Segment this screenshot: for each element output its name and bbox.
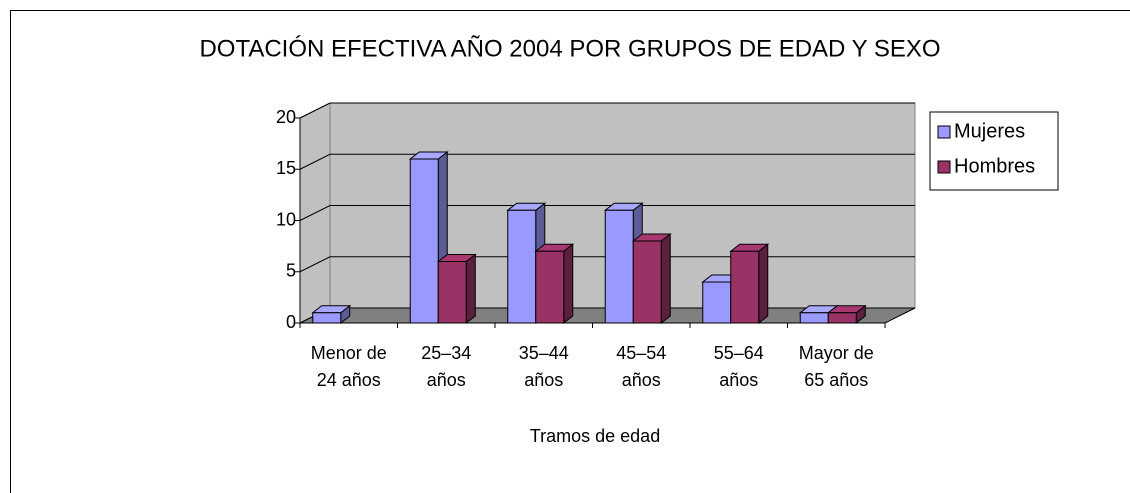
x-tick-label: Menor de 24 años	[310, 343, 387, 390]
legend-swatch	[937, 160, 951, 174]
chart-title: DOTACIÓN EFECTIVA AÑO 2004 POR GRUPOS DE…	[199, 35, 940, 62]
bar-side	[758, 243, 769, 325]
x-tick-label: Mayor de 65 años	[798, 343, 874, 390]
bar-side	[465, 253, 476, 325]
grid-line	[299, 153, 915, 170]
bar-front	[507, 209, 537, 324]
y-tick-label: 5	[286, 261, 296, 281]
y-tick-label: 0	[286, 312, 296, 332]
legend-swatch	[937, 125, 951, 139]
bar	[311, 304, 352, 325]
bar-side	[563, 243, 574, 325]
bar-front	[702, 281, 732, 324]
x-tick-label: 45–54 años	[616, 343, 667, 390]
y-tick-label: 10	[276, 209, 296, 229]
bar-front	[437, 261, 467, 324]
y-tick-label: 15	[276, 158, 296, 178]
x-tick-label: 35–44 años	[518, 343, 569, 390]
bar	[631, 232, 672, 325]
grid-line	[299, 256, 915, 273]
legend-box	[929, 111, 1059, 191]
bar-front	[409, 158, 439, 324]
bar-front	[604, 209, 634, 324]
bar	[436, 253, 477, 325]
legend-label: Mujeres	[954, 120, 1025, 142]
y-tick-label: 20	[276, 107, 296, 127]
x-axis-title: Tramos de edad	[530, 426, 660, 446]
bar	[534, 243, 575, 325]
bar-front	[632, 240, 662, 324]
bar	[729, 243, 770, 325]
legend-label: Hombres	[954, 155, 1035, 177]
bar-side	[660, 232, 671, 325]
bar	[826, 304, 867, 325]
x-axis-depth	[884, 307, 916, 324]
bar-front	[799, 312, 829, 324]
x-tick-label: 55–64 años	[713, 343, 764, 390]
bar-front	[730, 250, 760, 324]
bar	[506, 202, 547, 325]
grid-line	[299, 102, 915, 119]
bar-front	[312, 312, 342, 324]
x-tick-label: 25–34 años	[421, 343, 472, 390]
bar-front	[535, 250, 565, 324]
grid-line	[299, 205, 915, 221]
bar-front	[827, 312, 857, 324]
